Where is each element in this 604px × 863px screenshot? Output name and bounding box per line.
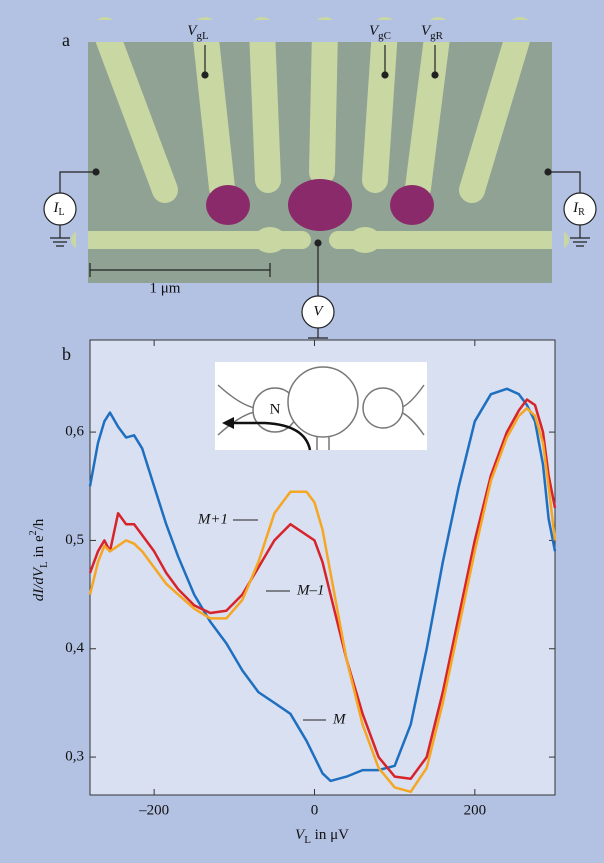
x-axis-label: VL in μV <box>295 827 349 845</box>
y-tick-label: 0,5 <box>65 532 84 548</box>
series-label: M <box>332 711 347 727</box>
panel-label: b <box>62 344 71 364</box>
x-tick-label: –200 <box>138 802 169 818</box>
y-tick-label: 0,3 <box>65 749 84 765</box>
y-axis-label: dI/dVL in e2/h <box>28 518 49 601</box>
series-label: M+1 <box>197 511 228 527</box>
scale-bar-label: 1 μm <box>150 280 181 296</box>
x-tick-label: 0 <box>311 802 319 818</box>
x-tick-label: 200 <box>464 802 487 818</box>
series-label: M–1 <box>296 582 325 598</box>
figure: a VgL VgC <box>0 0 604 863</box>
y-tick-label: 0,6 <box>65 424 84 440</box>
inset-label: N <box>270 401 281 417</box>
panel-label: a <box>62 30 70 50</box>
y-tick-label: 0,4 <box>65 640 84 656</box>
inset <box>215 362 427 450</box>
